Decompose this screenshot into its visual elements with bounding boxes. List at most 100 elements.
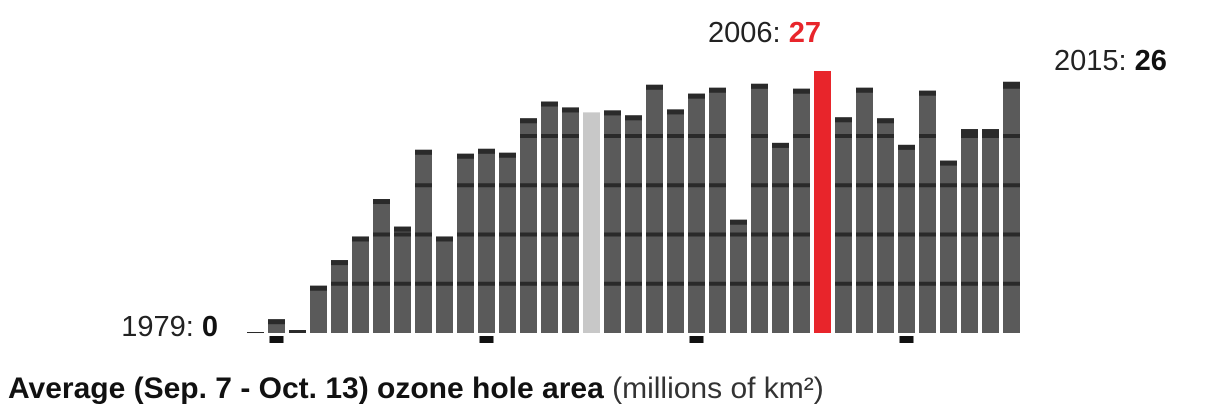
bar-band-1993-10 bbox=[541, 232, 558, 237]
chart-title: Average (Sep. 7 - Oct. 13) ozone hole ar… bbox=[8, 372, 824, 406]
bar-cap-2007 bbox=[835, 117, 852, 123]
decade-tick-1990 bbox=[479, 336, 494, 343]
bar-cap-1987 bbox=[415, 149, 432, 155]
bar-band-1997-15 bbox=[625, 183, 642, 188]
bar-band-2001-15 bbox=[709, 183, 726, 188]
bar-band-2002-5 bbox=[730, 281, 747, 286]
bar-cap-2014 bbox=[982, 129, 999, 135]
bar-band-2015-20 bbox=[1003, 134, 1020, 138]
bar-2009 bbox=[877, 118, 894, 334]
bar-cap-1984 bbox=[352, 236, 369, 242]
bar-band-1996-5 bbox=[604, 281, 621, 286]
bar-band-1998-15 bbox=[646, 183, 663, 188]
bar-cap-1998 bbox=[646, 84, 663, 90]
bar-1999 bbox=[667, 109, 684, 333]
bar-2001 bbox=[709, 87, 726, 333]
bar-cap-2012 bbox=[940, 160, 957, 166]
bar-band-1999-15 bbox=[667, 183, 684, 188]
bar-band-1985-10 bbox=[373, 232, 390, 237]
bar-band-1990-10 bbox=[478, 232, 495, 237]
bar-cap-2008 bbox=[856, 87, 873, 93]
bar-band-1997-20 bbox=[625, 134, 642, 138]
bar-band-2005-20 bbox=[793, 134, 810, 138]
bar-cap-2002 bbox=[730, 219, 747, 225]
bar-cap-1990 bbox=[478, 148, 495, 154]
bar-band-2001-20 bbox=[709, 134, 726, 138]
annotation-value: 26 bbox=[1135, 45, 1167, 77]
bar-cap-1992 bbox=[520, 118, 537, 124]
bar-band-1998-5 bbox=[646, 281, 663, 286]
bar-band-1993-20 bbox=[541, 134, 558, 138]
bar-band-2015-10 bbox=[1003, 232, 1020, 237]
bar-band-1987-15 bbox=[415, 183, 432, 188]
bar-band-1989-10 bbox=[457, 232, 474, 237]
bar-cap-1994 bbox=[562, 107, 579, 113]
annotation-2015: 2015: 26 bbox=[1054, 45, 1167, 77]
bar-cap-2004 bbox=[772, 142, 789, 148]
bar-1989 bbox=[457, 153, 474, 333]
bar-band-2003-15 bbox=[751, 183, 768, 188]
bar-band-1996-20 bbox=[604, 134, 621, 138]
bar-band-1986-5 bbox=[394, 281, 411, 286]
bar-band-1994-15 bbox=[562, 183, 579, 188]
bar-band-2003-20 bbox=[751, 134, 768, 138]
bar-band-1998-20 bbox=[646, 134, 663, 138]
annotation-year: 2015: bbox=[1054, 45, 1135, 77]
bar-band-1985-5 bbox=[373, 281, 390, 286]
bar-band-2015-5 bbox=[1003, 281, 1020, 286]
bar-2005 bbox=[793, 88, 810, 333]
annotation-year: 2006: bbox=[708, 17, 789, 49]
annotation-1979: 1979: 0 bbox=[121, 311, 218, 343]
bar-band-1994-5 bbox=[562, 281, 579, 286]
bar-band-2014-15 bbox=[982, 183, 999, 188]
bar-1987 bbox=[415, 149, 432, 333]
bar-1993 bbox=[541, 101, 558, 334]
bar-band-1987-10 bbox=[415, 232, 432, 237]
bar-band-1996-15 bbox=[604, 183, 621, 188]
bar-cap-1999 bbox=[667, 109, 684, 115]
bar-band-1999-5 bbox=[667, 281, 684, 286]
bar-band-2012-10 bbox=[940, 232, 957, 237]
bar-band-2009-15 bbox=[877, 183, 894, 188]
bar-band-2000-5 bbox=[688, 281, 705, 286]
bar-2012 bbox=[940, 160, 957, 333]
bar-band-1987-5 bbox=[415, 281, 432, 286]
bar-1992 bbox=[520, 118, 537, 334]
annotation-value: 27 bbox=[789, 17, 821, 49]
bar-band-1994-10 bbox=[562, 232, 579, 237]
bar-band-2007-10 bbox=[835, 232, 852, 237]
bar-band-2010-10 bbox=[898, 232, 915, 237]
bar-band-2008-10 bbox=[856, 232, 873, 237]
chart-canvas: 1979: 0 2006: 27 2015: 26 bbox=[121, 17, 1167, 343]
bar-cap-1979 bbox=[247, 332, 264, 333]
bar-band-1993-15 bbox=[541, 183, 558, 188]
bar-cap-2011 bbox=[919, 90, 936, 96]
bar-band-2007-5 bbox=[835, 281, 852, 286]
bar-band-2008-5 bbox=[856, 281, 873, 286]
bar-cap-2000 bbox=[688, 93, 705, 99]
bar-2004 bbox=[772, 142, 789, 333]
bar-band-1983-5 bbox=[331, 281, 348, 286]
bar-band-1989-5 bbox=[457, 281, 474, 286]
bar-band-2000-10 bbox=[688, 232, 705, 237]
bar-band-2010-5 bbox=[898, 281, 915, 286]
bar-band-1992-20 bbox=[520, 134, 537, 138]
bar-cap-2005 bbox=[793, 88, 810, 94]
bar-band-2014-5 bbox=[982, 281, 999, 286]
bar-1998 bbox=[646, 84, 663, 333]
bar-1983 bbox=[331, 260, 348, 333]
decade-tick-1980 bbox=[269, 336, 284, 343]
bar-cap-1993 bbox=[541, 101, 558, 107]
bar-cap-1991 bbox=[499, 152, 516, 158]
bar-band-1997-10 bbox=[625, 232, 642, 237]
bar-1996 bbox=[604, 110, 621, 333]
bar-2002 bbox=[730, 219, 747, 333]
bar-cap-1997 bbox=[625, 115, 642, 121]
annotation-value: 0 bbox=[202, 311, 218, 343]
bar-band-2009-20 bbox=[877, 134, 894, 138]
bar-band-2015-25 bbox=[1003, 84, 1020, 89]
bar-cap-2009 bbox=[877, 118, 894, 124]
bar-cap-1983 bbox=[331, 260, 348, 266]
bar-1994 bbox=[562, 107, 579, 333]
bar-band-1984-5 bbox=[352, 281, 369, 286]
